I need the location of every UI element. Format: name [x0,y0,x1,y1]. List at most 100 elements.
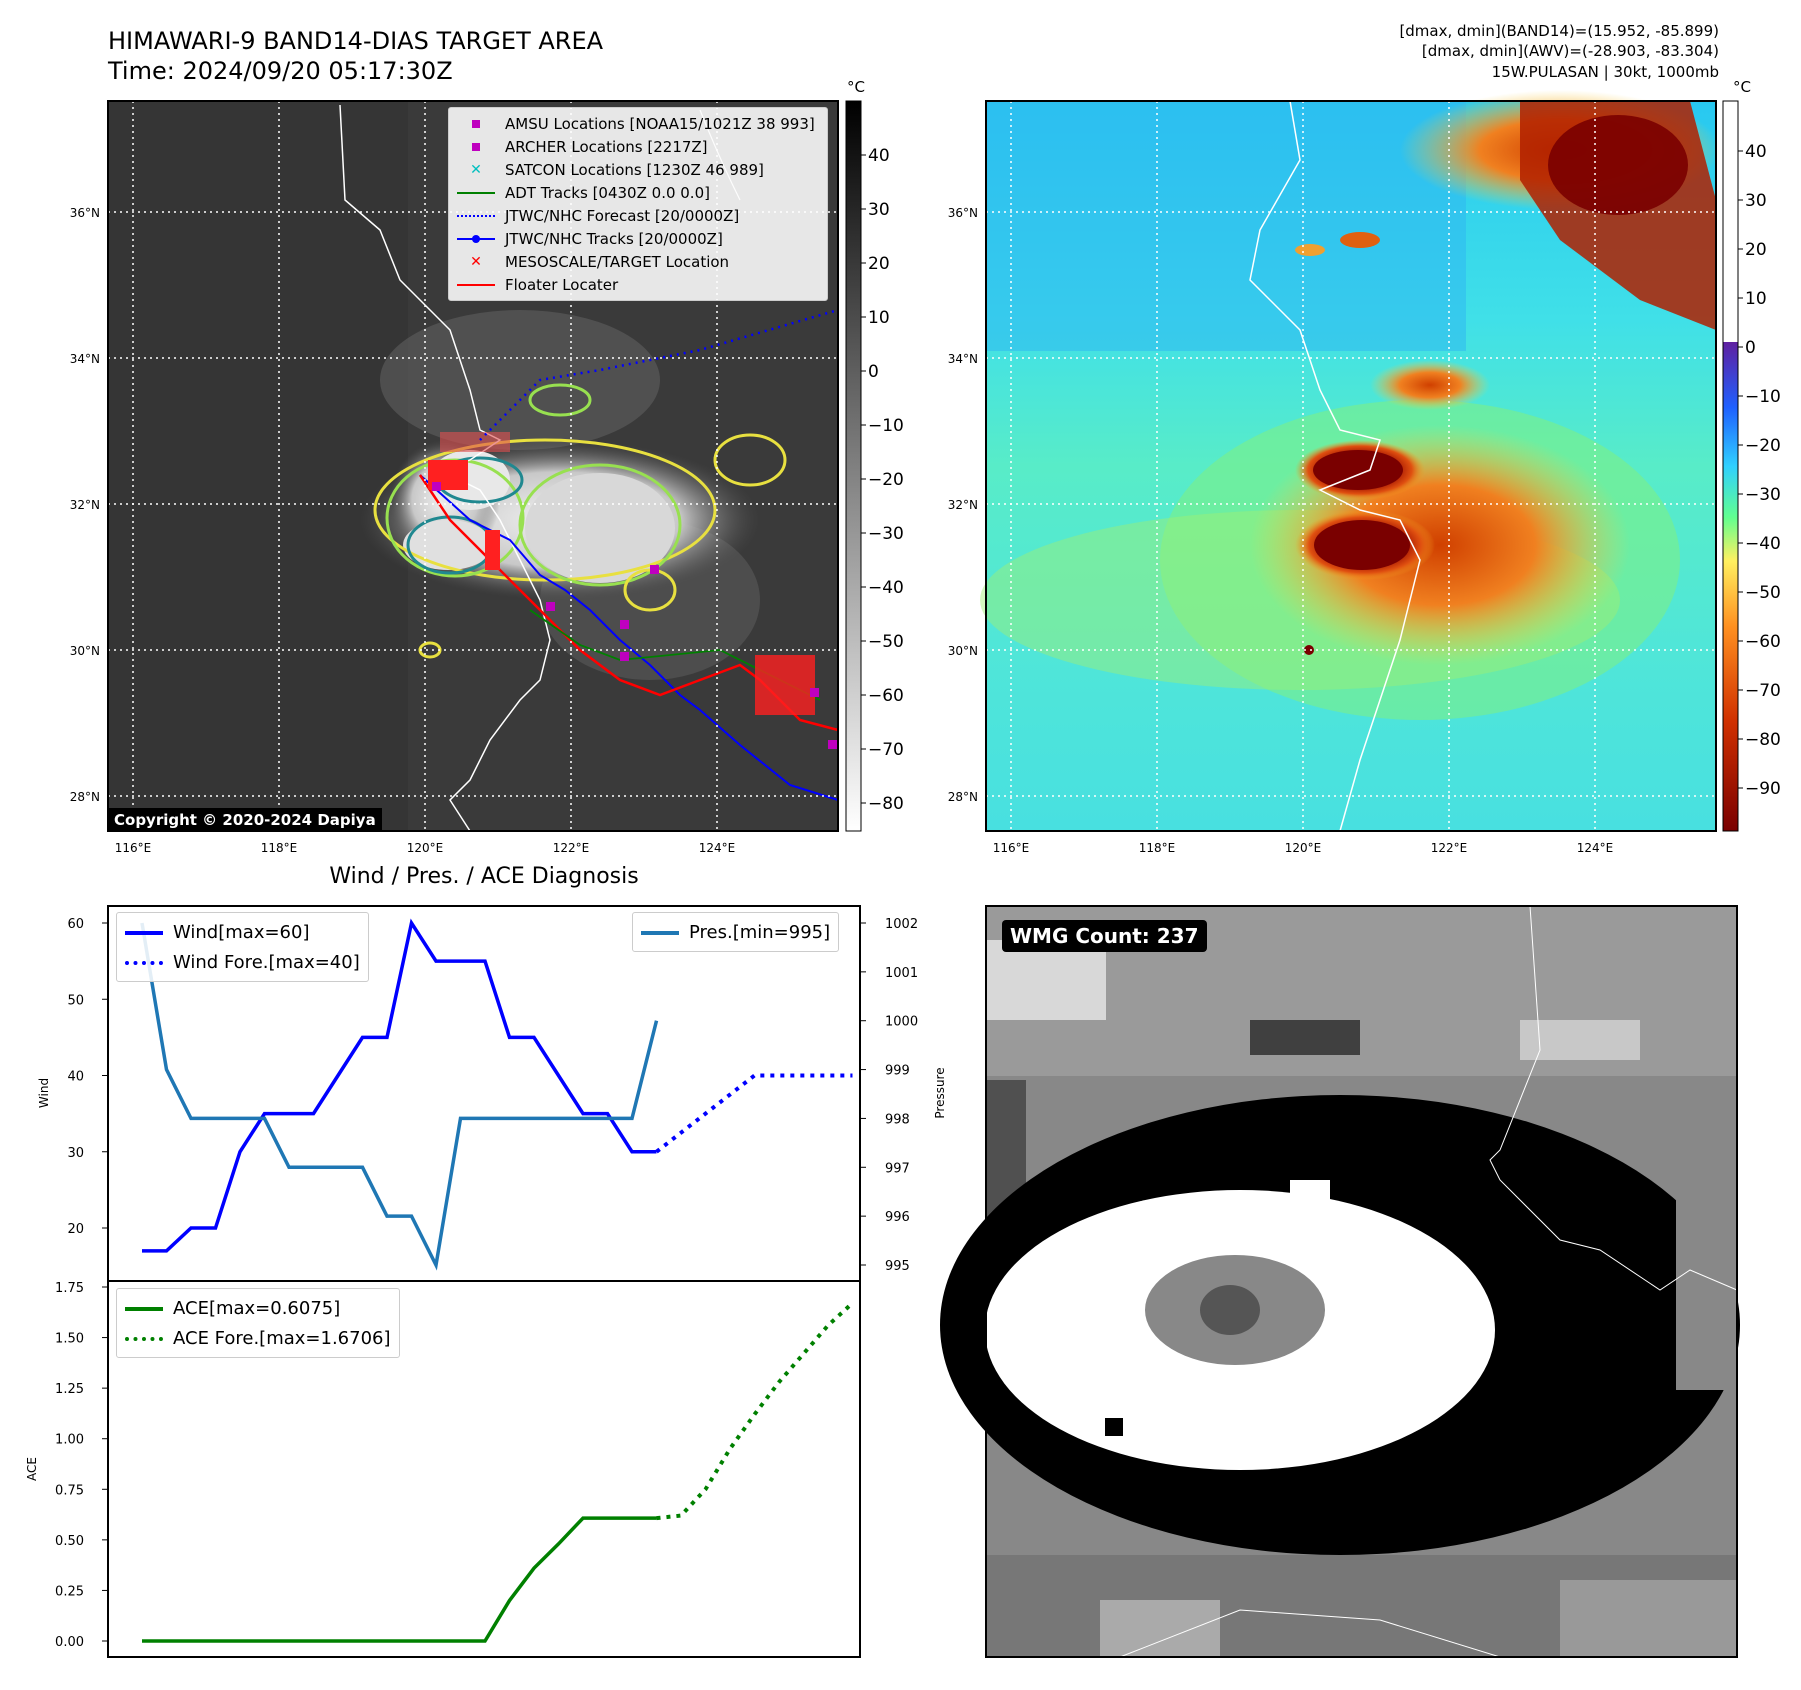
dotted-line-icon [125,956,163,968]
x-marker-icon: ✕ [470,161,482,178]
wmg-count-label: WMG Count: 237 [1002,920,1207,952]
ace-tick-label: 1.25 [55,1382,84,1397]
wv-colorbar-tick-label: −60 [1745,632,1781,652]
wv-lat-label: 34°N [948,352,978,366]
line-dot-icon [457,233,495,245]
wind-tick-label: 60 [67,917,84,932]
legend-amsu: AMSU Locations [NOAA15/1021Z 38 993] [457,112,819,135]
ir-colorbar-tick-label: −40 [868,578,904,598]
wv-colorbar-unit: °C [1733,78,1751,96]
ir-lon-label: 118°E [261,841,298,855]
wv-colorbar-tick-label: −70 [1745,681,1781,701]
ir-colorbar-tick-label: 0 [868,362,879,382]
dotted-line-icon [457,210,495,222]
wmg-panel [940,905,1740,1658]
legend-ace-forecast: ACE Fore.[max=1.6706] [125,1323,391,1353]
wv-lon-label: 124°E [1577,841,1614,855]
wv-colorbar-tick-label: −30 [1745,485,1781,505]
ace-axis-label: ACE [25,1457,39,1481]
pressure-tick-label: 1001 [885,966,918,981]
wind-series-line [142,918,657,1253]
wv-colorbar-tick-label: 30 [1745,191,1767,211]
wind-tick-label: 50 [67,993,84,1008]
legend-wind-forecast: Wind Fore.[max=40] [125,947,360,977]
wv-lat-label: 32°N [948,498,978,512]
wv-colorbar-tick-label: −90 [1745,779,1781,799]
ace-tick-label: 1.50 [55,1332,84,1347]
wv-lon-label: 122°E [1431,841,1468,855]
line-icon [457,187,495,199]
pressure-tick-label: 997 [885,1161,910,1176]
info-line-2: [dmax, dmin](AWV)=(-28.903, -83.304) [1421,42,1719,60]
wv-lat-label: 36°N [948,206,978,220]
ir-lon-label: 122°E [553,841,590,855]
legend-jtwc-tracks: JTWC/NHC Tracks [20/0000Z] [457,227,819,250]
ace-forecast-series-line [656,1301,854,1521]
ir-lat-label: 36°N [70,206,100,220]
ace-tick-label: 0.75 [55,1483,84,1498]
square-marker-icon [457,141,495,153]
diagnosis-title: Wind / Pres. / ACE Diagnosis [329,864,638,889]
ir-colorbar-tick-label: −10 [868,416,904,436]
pressure-tick-label: 996 [885,1210,910,1225]
wind-axis-label: Wind [37,1078,51,1108]
ir-colorbar: °C 40 30 20 10 0 −10 −20 −30 −40 −50 −60 −70 −80 [845,78,904,832]
pressure-legend: Pres.[min=995] [632,912,840,952]
legend-jtwc-forecast: JTWC/NHC Forecast [20/0000Z] [457,204,819,227]
wv-lat-label: 28°N [948,790,978,804]
wv-colorbar-tick-label: −10 [1745,387,1781,407]
wv-lon-label: 116°E [993,841,1030,855]
ace-tick-label: 1.00 [55,1433,84,1448]
ir-colorbar-tick-label: −30 [868,524,904,544]
wind-tick-label: 40 [67,1070,84,1085]
pressure-tick-label: 995 [885,1259,910,1274]
legend-mesoscale: ✕ MESOSCALE/TARGET Location [457,250,819,273]
wind-tick-label: 20 [67,1222,84,1237]
pressure-tick-label: 998 [885,1112,910,1127]
ir-colorbar-tick-label: 20 [868,254,890,274]
wv-colorbar-tick-label: 20 [1745,240,1767,260]
ir-lon-label: 124°E [699,841,736,855]
wv-lon-label: 118°E [1139,841,1176,855]
ir-colorbar-tick-label: −20 [868,470,904,490]
info-line-1: [dmax, dmin](BAND14)=(15.952, -85.899) [1399,22,1719,40]
ace-axes: 1.75 1.50 1.25 1.00 0.75 0.50 0.25 0.00 [55,1280,861,1658]
ace-series-line [142,1516,657,1643]
ace-tick-label: 1.75 [55,1281,84,1296]
map-legend: AMSU Locations [NOAA15/1021Z 38 993] ARC… [448,107,828,301]
wind-forecast-series-line [655,1073,853,1154]
ir-colorbar-tick-label: 10 [868,308,890,328]
ir-lon-label: 116°E [115,841,152,855]
wv-colorbar-tick-label: −40 [1745,534,1781,554]
ir-colorbar-tick-label: 40 [868,146,890,166]
legend-adt: ADT Tracks [0430Z 0.0 0.0] [457,181,819,204]
ir-colorbar-tick-label: 30 [868,200,890,220]
wv-colorbar-tick-label: 0 [1745,338,1756,358]
info-line-3: 15W.PULASAN | 30kt, 1000mb [1491,63,1719,81]
ir-colorbar-tick-label: −70 [868,740,904,760]
ace-tick-label: 0.25 [55,1584,84,1599]
ir-lat-label: 34°N [70,352,100,366]
ir-colorbar-tick-label: −80 [868,794,904,814]
ace-legend: ACE[max=0.6075] ACE Fore.[max=1.6706] [116,1288,400,1358]
legend-archer: ARCHER Locations [2217Z] [457,135,819,158]
ir-lat-label: 32°N [70,498,100,512]
legend-pressure: Pres.[min=995] [641,917,830,947]
line-icon [125,926,163,938]
legend-satcon: ✕ SATCON Locations [1230Z 46 989] [457,158,819,181]
wv-colorbar-tick-label: 40 [1745,142,1767,162]
wind-tick-label: 30 [67,1146,84,1161]
ir-colorbar-tick-label: −60 [868,686,904,706]
ir-lat-label: 30°N [70,644,100,658]
square-marker-icon [457,118,495,130]
legend-ace: ACE[max=0.6075] [125,1293,391,1323]
legend-wind: Wind[max=60] [125,917,360,947]
line-icon [641,926,679,938]
wind-legend: Wind[max=60] Wind Fore.[max=40] [116,912,369,982]
pressure-axis-label: Pressure [933,1067,947,1118]
pressure-tick-label: 1000 [885,1015,918,1030]
wv-lon-label: 120°E [1285,841,1322,855]
pressure-tick-label: 999 [885,1064,910,1079]
x-marker-icon: ✕ [470,253,482,270]
